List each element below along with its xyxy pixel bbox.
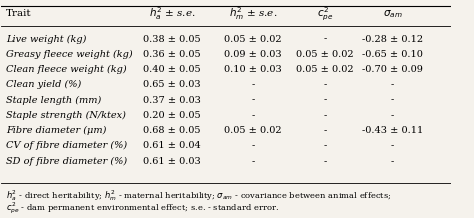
Text: -: - xyxy=(252,141,255,150)
Text: -0.43 ± 0.11: -0.43 ± 0.11 xyxy=(362,126,423,135)
Text: -: - xyxy=(252,157,255,166)
Text: 0.38 ± 0.05: 0.38 ± 0.05 xyxy=(143,34,201,44)
Text: Clean yield (%): Clean yield (%) xyxy=(6,80,81,89)
Text: 0.10 ± 0.03: 0.10 ± 0.03 xyxy=(224,65,282,74)
Text: -: - xyxy=(252,111,255,120)
Text: 0.09 ± 0.03: 0.09 ± 0.03 xyxy=(224,50,282,59)
Text: Staple strength (N/ktex): Staple strength (N/ktex) xyxy=(6,111,126,120)
Text: -: - xyxy=(323,34,327,44)
Text: Clean fleece weight (kg): Clean fleece weight (kg) xyxy=(6,65,127,74)
Text: -: - xyxy=(323,157,327,166)
Text: Staple length (mm): Staple length (mm) xyxy=(6,95,101,105)
Text: 0.05 ± 0.02: 0.05 ± 0.02 xyxy=(224,34,282,44)
Text: -0.70 ± 0.09: -0.70 ± 0.09 xyxy=(362,65,423,74)
Text: 0.36 ± 0.05: 0.36 ± 0.05 xyxy=(143,50,201,59)
Text: $\mathit{c}^2_{pe}$: $\mathit{c}^2_{pe}$ xyxy=(317,5,333,23)
Text: 0.37 ± 0.03: 0.37 ± 0.03 xyxy=(143,96,201,105)
Text: 0.20 ± 0.05: 0.20 ± 0.05 xyxy=(143,111,201,120)
Text: $h^2_a$ ± s.e.: $h^2_a$ ± s.e. xyxy=(149,5,196,22)
Text: 0.61 ± 0.03: 0.61 ± 0.03 xyxy=(143,157,201,166)
Text: $h^2_m$ ± s.e.: $h^2_m$ ± s.e. xyxy=(229,5,277,22)
Text: -: - xyxy=(391,157,394,166)
Text: -: - xyxy=(323,141,327,150)
Text: 0.68 ± 0.05: 0.68 ± 0.05 xyxy=(144,126,201,135)
Text: Trait: Trait xyxy=(6,9,31,19)
Text: 0.05 ± 0.02: 0.05 ± 0.02 xyxy=(296,50,354,59)
Text: -: - xyxy=(252,96,255,105)
Text: 0.65 ± 0.03: 0.65 ± 0.03 xyxy=(143,80,201,89)
Text: 0.05 ± 0.02: 0.05 ± 0.02 xyxy=(296,65,354,74)
Text: 0.40 ± 0.05: 0.40 ± 0.05 xyxy=(143,65,201,74)
Text: CV of fibre diameter (%): CV of fibre diameter (%) xyxy=(6,141,127,150)
Text: -: - xyxy=(323,96,327,105)
Text: -0.65 ± 0.10: -0.65 ± 0.10 xyxy=(362,50,423,59)
Text: Greasy fleece weight (kg): Greasy fleece weight (kg) xyxy=(6,50,133,59)
Text: -: - xyxy=(391,141,394,150)
Text: 0.61 ± 0.04: 0.61 ± 0.04 xyxy=(143,141,201,150)
Text: $\sigma_{am}$: $\sigma_{am}$ xyxy=(383,8,402,20)
Text: $c^2_{pe}$ - dam permanent environmental effect; s.e. - standard error.: $c^2_{pe}$ - dam permanent environmental… xyxy=(6,201,279,216)
Text: -: - xyxy=(391,111,394,120)
Text: -: - xyxy=(391,80,394,89)
Text: -: - xyxy=(252,80,255,89)
Text: -: - xyxy=(323,126,327,135)
Text: Live weight (kg): Live weight (kg) xyxy=(6,34,86,44)
Text: -0.28 ± 0.12: -0.28 ± 0.12 xyxy=(362,34,423,44)
Text: -: - xyxy=(391,96,394,105)
Text: 0.05 ± 0.02: 0.05 ± 0.02 xyxy=(224,126,282,135)
Text: $h^2_a$ - direct heritability; $h^2_m$ - maternal heritability; $\sigma_{am}$ - : $h^2_a$ - direct heritability; $h^2_m$ -… xyxy=(6,188,392,203)
Text: -: - xyxy=(323,80,327,89)
Text: Fibre diameter (μm): Fibre diameter (μm) xyxy=(6,126,106,135)
Text: -: - xyxy=(323,111,327,120)
Text: SD of fibre diameter (%): SD of fibre diameter (%) xyxy=(6,157,127,166)
